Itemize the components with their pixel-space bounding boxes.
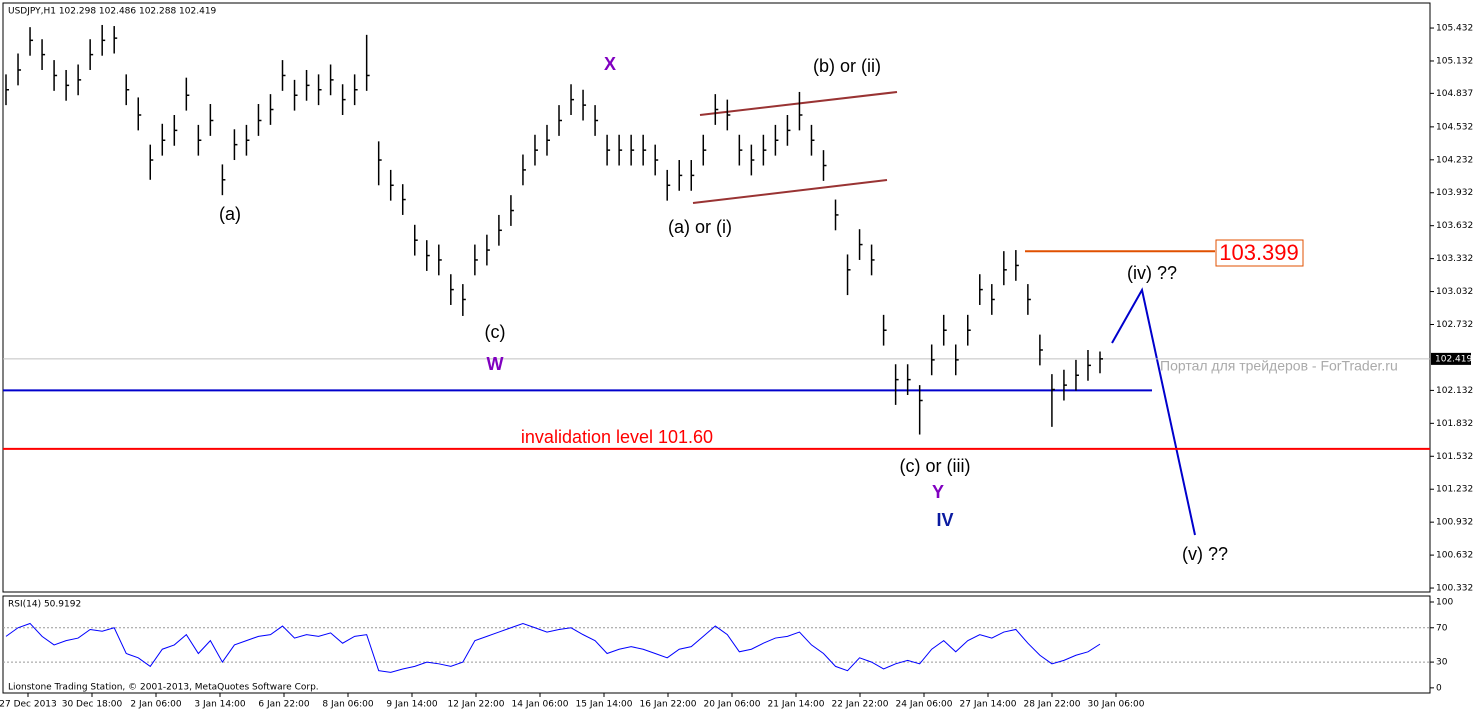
y-tick-label: 104.532 — [1436, 122, 1473, 132]
y-tick-label: 105.132 — [1436, 56, 1473, 66]
x-tick-label: 2 Jan 06:00 — [130, 700, 182, 710]
annotation: (c) — [485, 322, 506, 342]
y-tick-label: 100.632 — [1436, 551, 1473, 561]
x-tick-label: 28 Jan 22:00 — [1024, 700, 1081, 710]
footer: Lionstone Trading Station, © 2001-2013, … — [8, 683, 319, 693]
annotation: X — [604, 54, 616, 74]
x-tick-label: 12 Jan 22:00 — [448, 700, 505, 710]
y-tick-label: 30 — [1436, 658, 1448, 668]
x-tick-label: 21 Jan 14:00 — [768, 700, 825, 710]
x-tick-label: 27 Jan 14:00 — [960, 700, 1017, 710]
chart-title: USDJPY,H1 102.298 102.486 102.288 102.41… — [8, 7, 217, 17]
price-panel — [2, 2, 1431, 593]
x-tick-label: 30 Dec 18:00 — [62, 700, 123, 710]
watermark: Портал для трейдеров - ForTrader.ru — [1160, 358, 1398, 374]
price-box — [1431, 352, 1471, 365]
y-tick-label: 103.932 — [1436, 188, 1473, 198]
annotation: invalidation level 101.60 — [521, 427, 713, 447]
x-tick-label: 30 Jan 06:00 — [1088, 700, 1145, 710]
annotation: (a) — [219, 204, 241, 224]
y-tick-label: 101.232 — [1436, 485, 1473, 495]
x-tick-label: 6 Jan 22:00 — [258, 700, 310, 710]
annotation: (c) or (iii) — [900, 456, 971, 476]
y-tick-label: 101.532 — [1436, 452, 1473, 462]
y-tick-label: 103.332 — [1436, 254, 1473, 264]
annotation: IV — [936, 510, 953, 530]
x-tick-label: 9 Jan 14:00 — [386, 700, 438, 710]
rsi-line — [5, 622, 1101, 673]
y-tick-label: 105.432 — [1436, 24, 1473, 34]
annotation: (b) or (ii) — [813, 56, 881, 76]
level-label: 103.399 — [1219, 240, 1299, 265]
y-tick-label: 100.332 — [1436, 584, 1473, 594]
y-tick-label: 100.932 — [1436, 518, 1473, 528]
y-tick-label: 104.232 — [1436, 155, 1473, 165]
channel-lower — [692, 179, 888, 204]
x-tick-label: 24 Jan 06:00 — [896, 700, 953, 710]
channel-upper — [699, 91, 898, 116]
y-tick-label: 0 — [1436, 683, 1442, 693]
x-tick-label: 8 Jan 06:00 — [322, 700, 374, 710]
x-tick-label: 20 Jan 06:00 — [704, 700, 761, 710]
rsi-title: RSI(14) 50.9192 — [8, 600, 81, 610]
y-tick-label: 102.732 — [1436, 320, 1473, 330]
level-box — [1215, 239, 1304, 267]
x-tick-label: 16 Jan 22:00 — [640, 700, 697, 710]
y-tick-label: 70 — [1436, 623, 1448, 633]
annotation: (iv) ?? — [1127, 263, 1177, 283]
annotation: Y — [932, 482, 944, 502]
price-label: 102.419 — [1435, 354, 1472, 364]
x-tick-label: 15 Jan 14:00 — [576, 700, 633, 710]
annotation: (v) ?? — [1182, 544, 1228, 564]
x-tick-label: 3 Jan 14:00 — [194, 700, 246, 710]
projection — [1111, 287, 1196, 536]
annotation: W — [487, 354, 504, 374]
annotation: (a) or (i) — [668, 217, 732, 237]
y-tick-label: 103.032 — [1436, 287, 1473, 297]
rsi-panel — [2, 595, 1431, 694]
y-tick-label: 104.837 — [1436, 89, 1473, 99]
y-tick-label: 101.832 — [1436, 419, 1473, 429]
x-tick-label: 22 Jan 22:00 — [832, 700, 889, 710]
y-tick-label: 102.132 — [1436, 386, 1473, 396]
x-tick-label: 27 Dec 2013 — [0, 700, 57, 710]
y-tick-label: 103.632 — [1436, 221, 1473, 231]
y-tick-label: 100 — [1436, 598, 1453, 608]
x-tick-label: 14 Jan 06:00 — [512, 700, 569, 710]
